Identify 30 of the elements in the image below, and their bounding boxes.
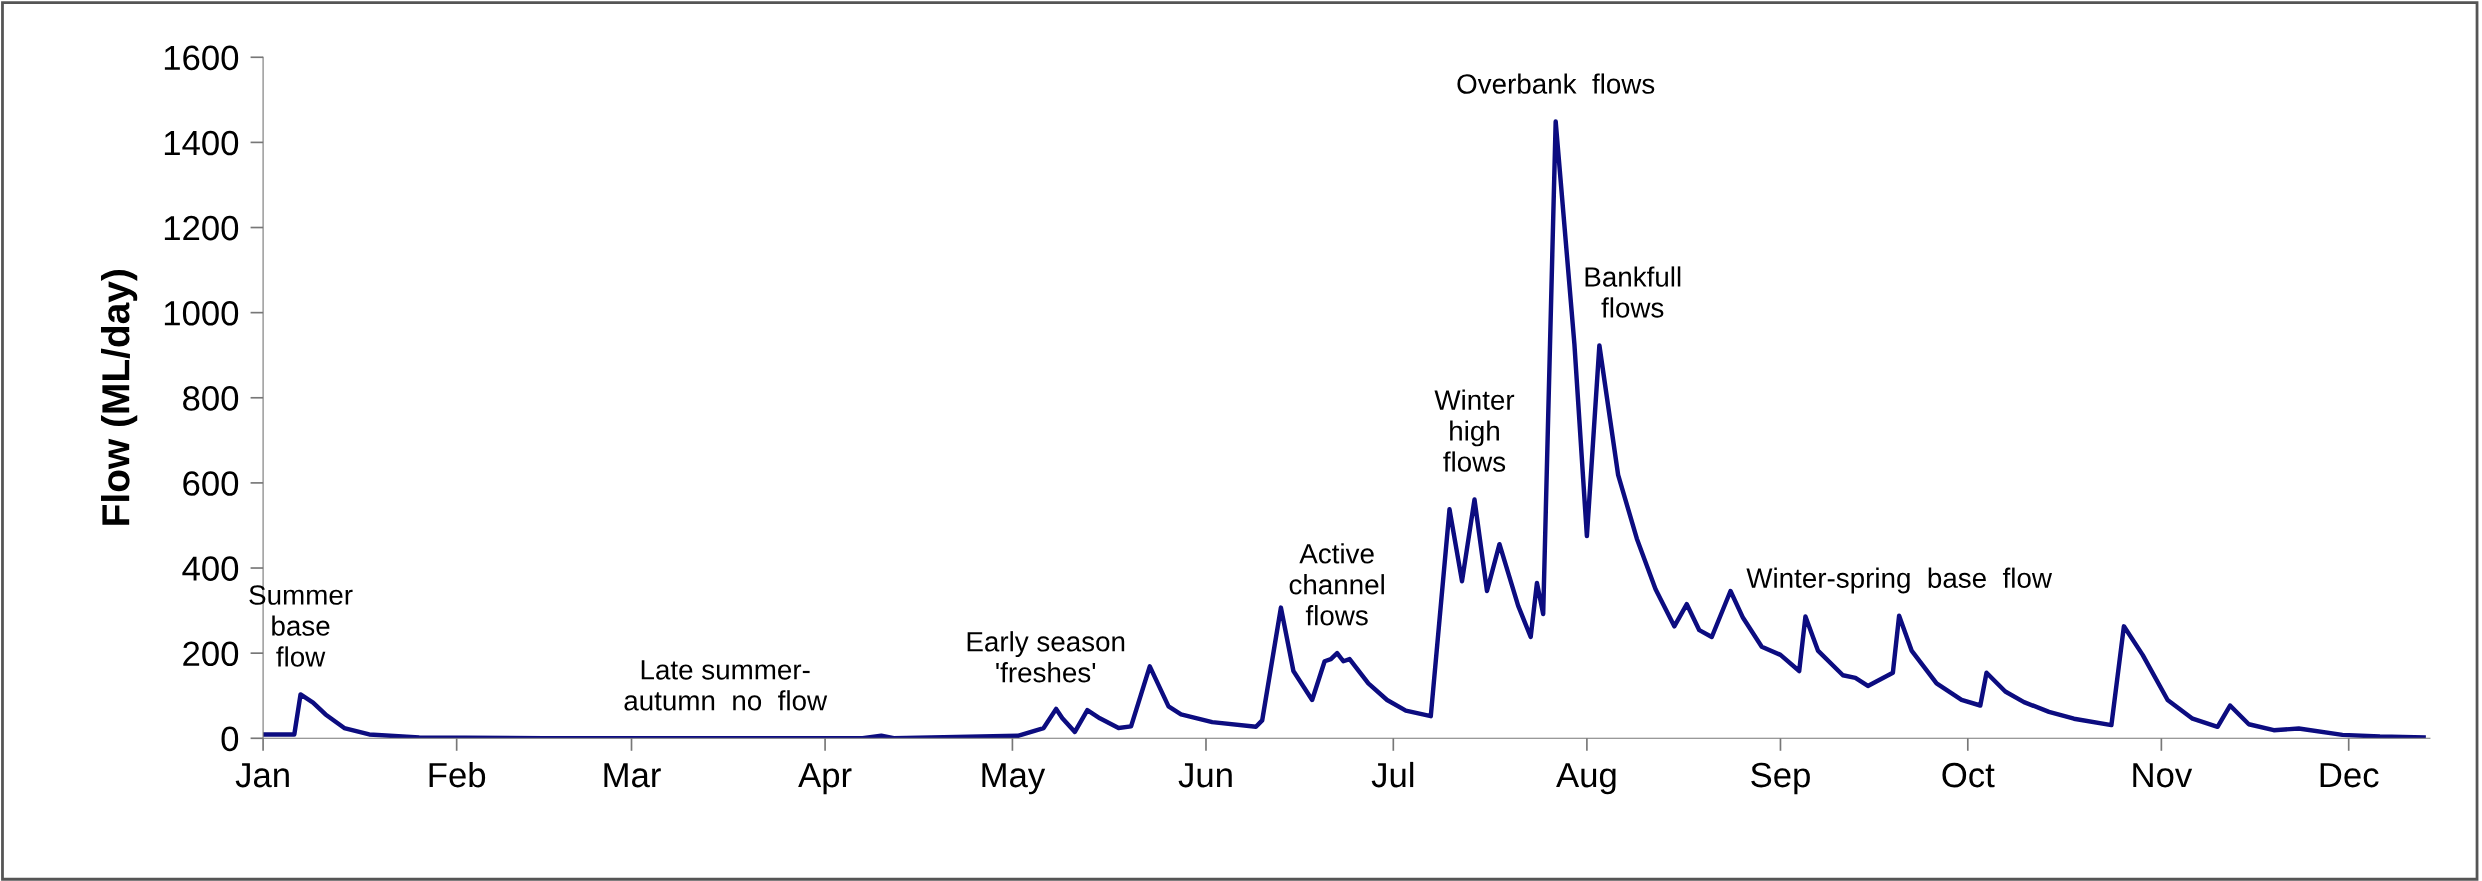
x-tick-label: Feb xyxy=(429,761,486,788)
y-axis-title: Flow (ML/day) xyxy=(100,270,138,525)
y-tick-label: 400 xyxy=(182,556,239,581)
annotation: Overbank flows xyxy=(1457,73,1655,94)
x-tick-label: Oct xyxy=(1942,762,1995,788)
annotation: Winter-spring base flow xyxy=(1746,567,2053,594)
annotation: Winter high flows xyxy=(1434,389,1515,472)
y-tick-label: 800 xyxy=(183,386,239,411)
annotation: Bankfull flows xyxy=(1585,266,1681,318)
x-tick-label: Mar xyxy=(604,763,661,788)
y-tick-label: 600 xyxy=(183,471,239,496)
annotation: Late summer- autumn no flow xyxy=(624,660,828,711)
x-tick-label: Jun xyxy=(1178,763,1232,788)
x-tick-label: Apr xyxy=(798,763,852,795)
y-tick-label: 1400 xyxy=(164,130,239,156)
x-tick-label: Sep xyxy=(1751,762,1810,795)
x-tick-label: Jul xyxy=(1371,761,1414,788)
x-tick-label: Dec xyxy=(2320,763,2379,788)
x-tick-label: Aug xyxy=(1556,763,1616,795)
annotation: Early season 'freshes' xyxy=(967,631,1125,683)
annotation: Active channel flows xyxy=(1289,543,1384,626)
y-tick-label: 0 xyxy=(221,726,239,752)
x-tick-label: Nov xyxy=(2133,763,2193,788)
y-tick-label: 200 xyxy=(183,641,239,667)
x-tick-label: May xyxy=(982,763,1046,795)
y-tick-label: 1000 xyxy=(164,300,239,326)
y-tick-label: 1600 xyxy=(164,45,239,71)
y-tick-label: 1200 xyxy=(164,215,239,241)
x-tick-label: Jan xyxy=(235,763,289,788)
annotation: Summer base flow xyxy=(249,585,353,667)
